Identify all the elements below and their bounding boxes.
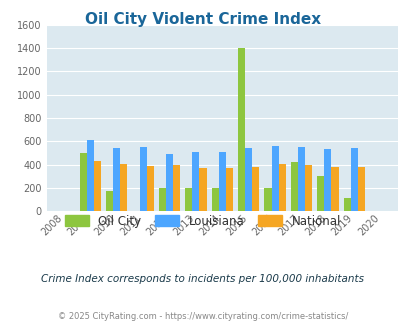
Bar	[146, 166, 153, 211]
Bar	[237, 48, 245, 211]
Bar	[218, 152, 225, 211]
Bar	[166, 153, 173, 211]
Bar	[87, 140, 94, 211]
Bar	[290, 162, 297, 211]
Bar	[211, 188, 218, 211]
Text: Crime Index corresponds to incidents per 100,000 inhabitants: Crime Index corresponds to incidents per…	[41, 274, 364, 284]
Text: © 2025 CityRating.com - https://www.cityrating.com/crime-statistics/: © 2025 CityRating.com - https://www.city…	[58, 312, 347, 321]
Bar	[316, 176, 324, 211]
Bar	[324, 149, 330, 211]
Bar	[120, 164, 127, 211]
Bar	[357, 167, 364, 211]
Bar	[106, 191, 113, 211]
Bar	[173, 165, 180, 211]
Bar	[304, 165, 311, 211]
Bar	[158, 188, 166, 211]
Bar	[278, 164, 285, 211]
Bar	[297, 147, 304, 211]
Bar	[343, 198, 350, 211]
Text: Oil City Violent Crime Index: Oil City Violent Crime Index	[85, 12, 320, 26]
Bar	[113, 148, 120, 211]
Bar	[264, 188, 271, 211]
Bar	[192, 152, 199, 211]
Bar	[199, 168, 206, 211]
Bar	[245, 148, 252, 211]
Bar	[139, 147, 146, 211]
Bar	[350, 148, 357, 211]
Bar	[271, 146, 278, 211]
Bar	[252, 167, 259, 211]
Bar	[330, 167, 338, 211]
Bar	[185, 188, 192, 211]
Bar	[79, 153, 87, 211]
Bar	[94, 161, 101, 211]
Bar	[225, 168, 232, 211]
Legend: Oil City, Louisiana, National: Oil City, Louisiana, National	[63, 212, 342, 230]
